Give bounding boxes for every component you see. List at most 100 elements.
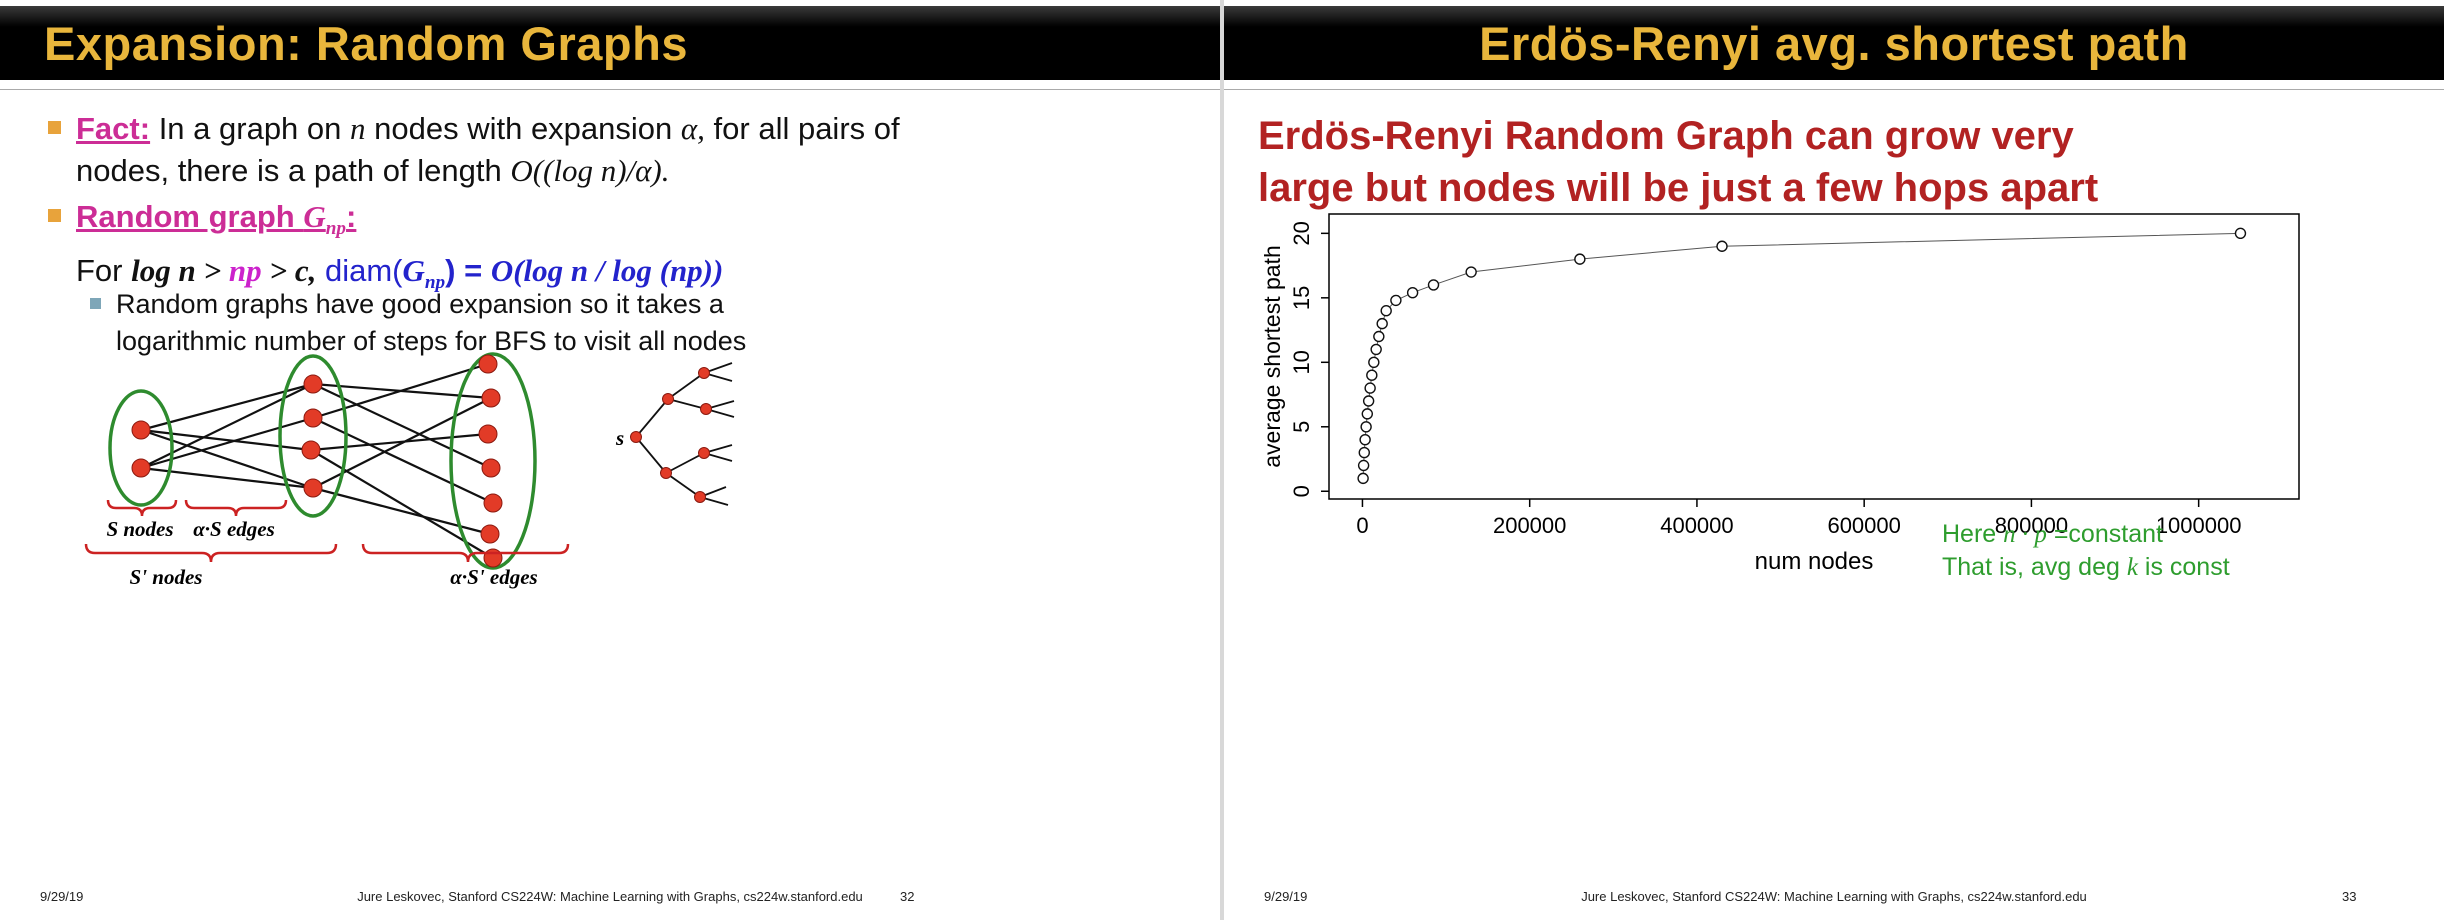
alpha-s-prime-edges-label: α·S' edges — [450, 565, 537, 589]
bullet-square-icon — [48, 121, 61, 134]
formula-diam: diam( — [316, 253, 403, 289]
data-point — [1574, 253, 1586, 265]
formula-gt: > — [261, 253, 295, 289]
slide-erdos-renyi-avg-shortest-path: Erdös-Renyi avg. shortest path Erdös-Ren… — [1224, 0, 2444, 920]
data-point — [1364, 382, 1376, 394]
constant-degree-note: Here n · p =constant That is, avg deg k … — [1942, 518, 2422, 584]
diagram-labels: S nodes α·S edges S' nodes α·S' edges — [106, 517, 537, 589]
rg-g-symbol: Gnp — [303, 199, 346, 239]
fact-bullet: Fact: In a graph on n nodes with expansi… — [48, 108, 960, 192]
diagram-edges — [140, 362, 494, 559]
alpha-s-edges-label: α·S edges — [193, 517, 275, 541]
braces — [84, 499, 570, 563]
tree-root-label: s — [615, 426, 624, 450]
note-line: Here n · p =constant — [1942, 518, 2422, 551]
g-subscript: np — [325, 218, 347, 240]
var-alpha: α, — [680, 111, 705, 146]
data-point — [1376, 317, 1388, 330]
random-graph-heading: Random graph Gnp: — [76, 196, 723, 250]
y-axis-label: average shortest path — [1264, 245, 1285, 467]
data-point — [1406, 286, 1419, 299]
header-divider — [1224, 89, 2444, 90]
y-tick-label: 10 — [1289, 350, 1314, 374]
tree-nodes — [630, 367, 712, 503]
fact-label: Fact: — [76, 111, 151, 146]
diameter-formula: For log n > np > c, diam(Gnp) = O(log n … — [76, 250, 723, 304]
slide-heading: Erdös-Renyi Random Graph can grow very l… — [1258, 110, 2408, 214]
graph-nodes — [131, 354, 503, 568]
note-k: k — [2126, 554, 2138, 581]
x-tick-label: 600000 — [1827, 513, 1900, 538]
formula-segment: For — [76, 253, 132, 289]
big-o-formula: O((log n)/α). — [510, 153, 670, 188]
note-segment: Here — [1942, 520, 2004, 548]
slide-header: Erdös-Renyi avg. shortest path — [1224, 6, 2444, 80]
data-point — [2234, 227, 2247, 240]
x-tick-label: 0 — [1356, 513, 1368, 538]
plot-box — [1328, 213, 2300, 500]
var-n: n — [350, 111, 366, 146]
note-segment: That is, avg deg — [1942, 553, 2127, 581]
y-tick-label: 20 — [1289, 221, 1314, 245]
rg-colon: : — [346, 199, 357, 234]
data-point — [1360, 421, 1372, 433]
y-tick-label: 0 — [1289, 485, 1314, 497]
data-point — [1368, 356, 1380, 369]
formula-c: c, — [294, 253, 317, 289]
text-segment: for all pairs of nodes, there is a path … — [76, 111, 900, 188]
heading-line: Erdös-Renyi Random Graph can grow very — [1258, 114, 2074, 158]
random-graph-bullet: Random graph Gnp: For log n > np > c, di… — [48, 196, 1038, 304]
bullet-square-icon — [48, 209, 61, 222]
heading-line: large but nodes will be just a few hops … — [1258, 166, 2099, 210]
data-point — [1380, 305, 1392, 317]
data-point — [1427, 279, 1440, 291]
text-segment: In a graph on — [150, 111, 351, 146]
y-tick-label: 15 — [1289, 286, 1314, 310]
tree-edges — [635, 362, 735, 506]
text-segment: nodes with expansion — [365, 111, 681, 146]
s-nodes-label: S nodes — [106, 517, 173, 541]
chart-container: 0 200000 400000 600000 800000 1000000 0 5 10 15 20… — [1259, 192, 2339, 597]
data-point — [1359, 433, 1371, 446]
avg-shortest-path-chart: 0 200000 400000 600000 800000 1000000 0 5 10 15 20… — [1259, 213, 2300, 575]
x-tick-label: 1000000 — [2156, 513, 2242, 538]
note-segment: =constant — [2046, 520, 2163, 548]
data-point — [1390, 294, 1402, 307]
expansion-set-ellipses — [108, 352, 537, 570]
formula-g-symbol: Gnp — [402, 253, 445, 293]
x-tick-label: 400000 — [1660, 513, 1733, 538]
x-axis-label: num nodes — [1755, 548, 1874, 575]
expansion-diagram: S nodes α·S edges S' nodes α·S' edges — [84, 352, 570, 589]
expansion-subbullet: Random graphs have good expansion so it … — [90, 286, 790, 360]
slide-header: Expansion: Random Graphs — [0, 6, 1220, 80]
slide-title: Expansion: Random Graphs — [44, 16, 688, 70]
formula-np: np — [228, 253, 262, 289]
g-subscript: np — [424, 272, 446, 294]
g-var: G — [402, 253, 425, 289]
y-tick-label: 5 — [1289, 421, 1314, 433]
data-point — [1366, 369, 1378, 381]
note-np: n · p — [2003, 521, 2047, 548]
formula-logn: log n — [131, 253, 196, 289]
subbullet-text: Random graphs have good expansion so it … — [116, 289, 747, 356]
data-point — [1716, 240, 1728, 252]
data-point — [1358, 446, 1370, 459]
formula-equals: ) = — [445, 253, 491, 289]
formula-gt: > — [195, 253, 229, 289]
note-segment: is const — [2137, 553, 2230, 581]
footer-attribution: Jure Leskovec, Stanford CS224W: Machine … — [357, 889, 863, 904]
s-prime-nodes-label: S' nodes — [130, 565, 203, 589]
footer-attribution: Jure Leskovec, Stanford CS224W: Machine … — [1581, 889, 2087, 904]
header-divider — [0, 89, 1220, 90]
data-point — [1357, 459, 1370, 472]
data-point — [1465, 266, 1477, 278]
fact-text: Fact: In a graph on n nodes with expansi… — [76, 108, 960, 192]
data-point — [1362, 395, 1375, 407]
page-number: 33 — [2342, 889, 2357, 904]
random-graph-text: Random graph Gnp: For log n > np > c, di… — [76, 196, 723, 304]
g-var: G — [303, 199, 326, 234]
slide-expansion-random-graphs: Expansion: Random Graphs Fact: In a grap… — [0, 0, 1220, 920]
subbullet-square-icon — [90, 298, 101, 309]
data-point — [1373, 330, 1385, 343]
